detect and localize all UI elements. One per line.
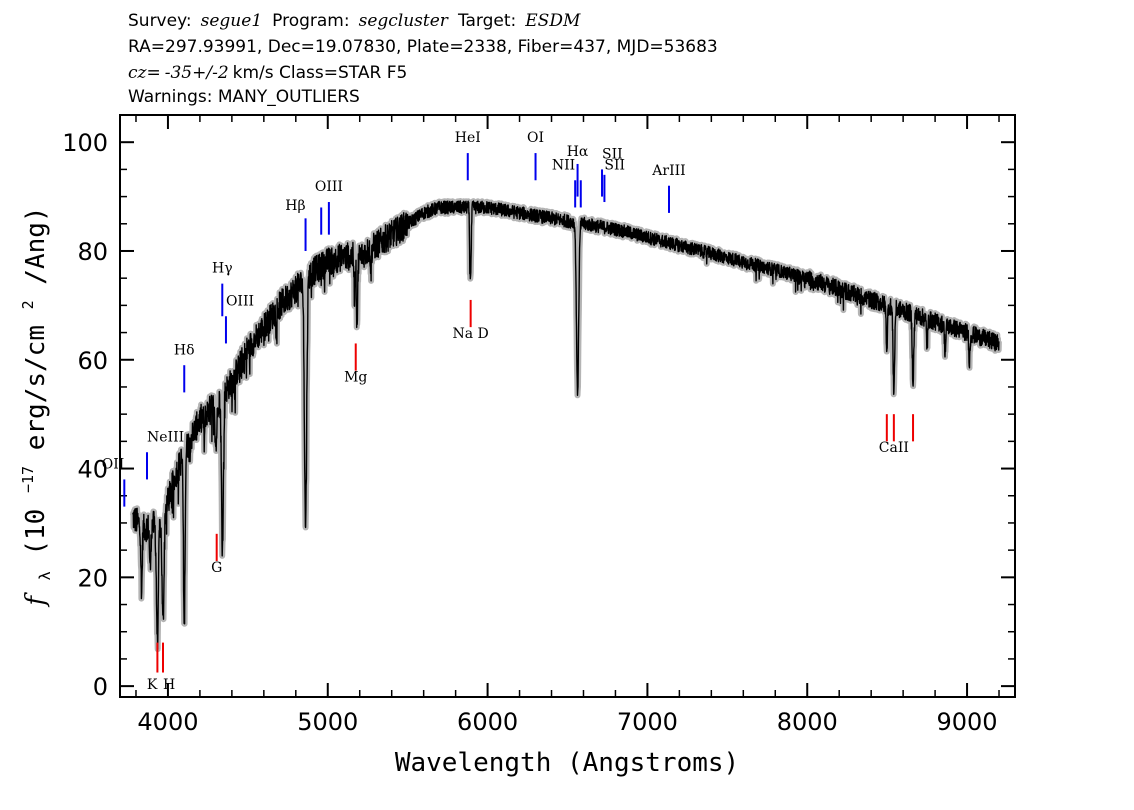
line-marker-label: ArIII xyxy=(651,163,685,179)
x-tick-label: 5000 xyxy=(297,708,358,736)
program-label: Program: xyxy=(272,11,349,31)
line-marker-label: CaII xyxy=(879,440,909,456)
header-line-2: RA=297.93991, Dec=19.07830, Plate=2338, … xyxy=(128,37,718,57)
line-marker-label: SII xyxy=(604,157,625,173)
y-axis-f: f xyxy=(21,592,51,608)
line-marker-label: Hβ xyxy=(285,198,305,214)
survey-value: segue1 xyxy=(201,11,263,31)
target-label: Target: xyxy=(457,11,516,31)
y-tick-label: 20 xyxy=(77,564,108,592)
axis-ticks xyxy=(120,115,1015,697)
header-line-4: Warnings: MANY_OUTLIERS xyxy=(128,87,360,107)
axis-tick-labels: 4000 5000 6000 7000 8000 9000 0 20 40 60 80 100 xyxy=(62,129,997,736)
y-axis-lambda: λ xyxy=(36,571,54,580)
x-tick-label: 6000 xyxy=(457,708,518,736)
y-tick-label: 100 xyxy=(62,129,108,157)
spectrum-error-band xyxy=(129,198,1002,653)
plot-frame xyxy=(119,114,1016,698)
spectrum-line xyxy=(132,200,1000,650)
line-marker-label: SII xyxy=(602,147,623,163)
y-tick-label: 60 xyxy=(77,347,108,375)
y-axis-unit-close: /Ang) xyxy=(21,206,51,284)
y-axis-exp1: −17 xyxy=(19,466,37,493)
x-tick-label: 7000 xyxy=(617,708,678,736)
line-markers xyxy=(123,153,915,673)
line-marker-label: Hγ xyxy=(212,261,233,277)
line-marker-label: OIII xyxy=(226,293,254,309)
x-tick-label: 9000 xyxy=(937,708,998,736)
x-axis-label: Wavelength (Angstroms) xyxy=(395,748,739,778)
y-axis-unit-open: (10 xyxy=(21,509,51,556)
line-marker-label: Na D xyxy=(453,326,489,342)
y-axis-exp2: 2 xyxy=(19,300,37,309)
x-tick-label: 4000 xyxy=(137,708,198,736)
header-line-1: Survey: segue1 Program: segcluster Targe… xyxy=(128,11,581,31)
line-marker-label: NII xyxy=(552,157,575,173)
line-marker-label: HeI xyxy=(455,130,481,146)
line-marker-label: OI xyxy=(527,130,544,146)
cz-value: -35+/-2 xyxy=(165,63,229,83)
y-axis-label-group: f λ (10 −17 erg/s/cm 2 /Ang) xyxy=(10,206,57,607)
line-marker-label: G xyxy=(211,560,222,576)
line-marker-label: OIII xyxy=(315,179,343,195)
target-value: ESDM xyxy=(524,11,581,31)
line-marker-label: Mg xyxy=(344,370,367,386)
header-block: Survey: segue1 Program: segcluster Targe… xyxy=(128,11,718,107)
x-tick-label: 8000 xyxy=(777,708,838,736)
y-tick-label: 40 xyxy=(77,456,108,484)
y-tick-label: 80 xyxy=(77,238,108,266)
y-axis-unit-mid: erg/s/cm xyxy=(21,325,51,450)
survey-label: Survey: xyxy=(128,11,192,31)
y-axis-label: f λ (10 −17 erg/s/cm 2 /Ang) xyxy=(10,206,57,607)
line-marker-label: Hα xyxy=(567,144,589,160)
program-value: segcluster xyxy=(359,11,449,31)
line-marker-label: H xyxy=(163,677,175,693)
line-marker-label: OII xyxy=(102,457,125,473)
cz-rest: km/s Class=STAR F5 xyxy=(233,63,408,83)
cz-label: cz= xyxy=(128,63,161,83)
header-line-3: cz= -35+/-2 km/s Class=STAR F5 xyxy=(128,63,407,83)
line-marker-label: K xyxy=(147,677,158,693)
line-marker-label: Hδ xyxy=(174,342,195,358)
line-marker-label: NeIII xyxy=(147,429,184,445)
y-tick-label: 0 xyxy=(93,673,108,701)
